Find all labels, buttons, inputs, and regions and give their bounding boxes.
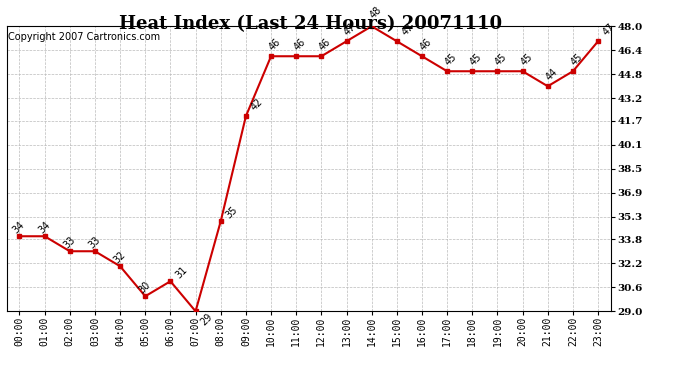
Text: 42: 42 <box>248 97 264 113</box>
Text: 34: 34 <box>11 220 27 236</box>
Text: 47: 47 <box>601 22 617 38</box>
Text: 47: 47 <box>400 22 415 38</box>
Text: 29: 29 <box>198 311 214 327</box>
Text: 33: 33 <box>61 235 77 250</box>
Text: Copyright 2007 Cartronics.com: Copyright 2007 Cartronics.com <box>8 32 160 42</box>
Text: 45: 45 <box>468 52 484 68</box>
Text: 46: 46 <box>292 37 308 53</box>
Text: 46: 46 <box>267 37 283 53</box>
Text: 34: 34 <box>37 220 52 236</box>
Text: 46: 46 <box>418 37 433 53</box>
Text: 45: 45 <box>443 52 459 68</box>
Text: 30: 30 <box>137 280 152 296</box>
Text: 31: 31 <box>173 265 189 280</box>
Text: 45: 45 <box>493 52 509 68</box>
Text: 47: 47 <box>342 22 358 38</box>
Text: 33: 33 <box>87 235 102 250</box>
Text: 48: 48 <box>368 4 383 20</box>
Text: 45: 45 <box>518 52 534 68</box>
Text: 35: 35 <box>224 205 239 220</box>
Text: 45: 45 <box>569 52 584 68</box>
Text: 32: 32 <box>112 250 128 266</box>
Text: 44: 44 <box>544 67 560 83</box>
Text: 46: 46 <box>317 37 333 53</box>
Text: Heat Index (Last 24 Hours) 20071110: Heat Index (Last 24 Hours) 20071110 <box>119 15 502 33</box>
